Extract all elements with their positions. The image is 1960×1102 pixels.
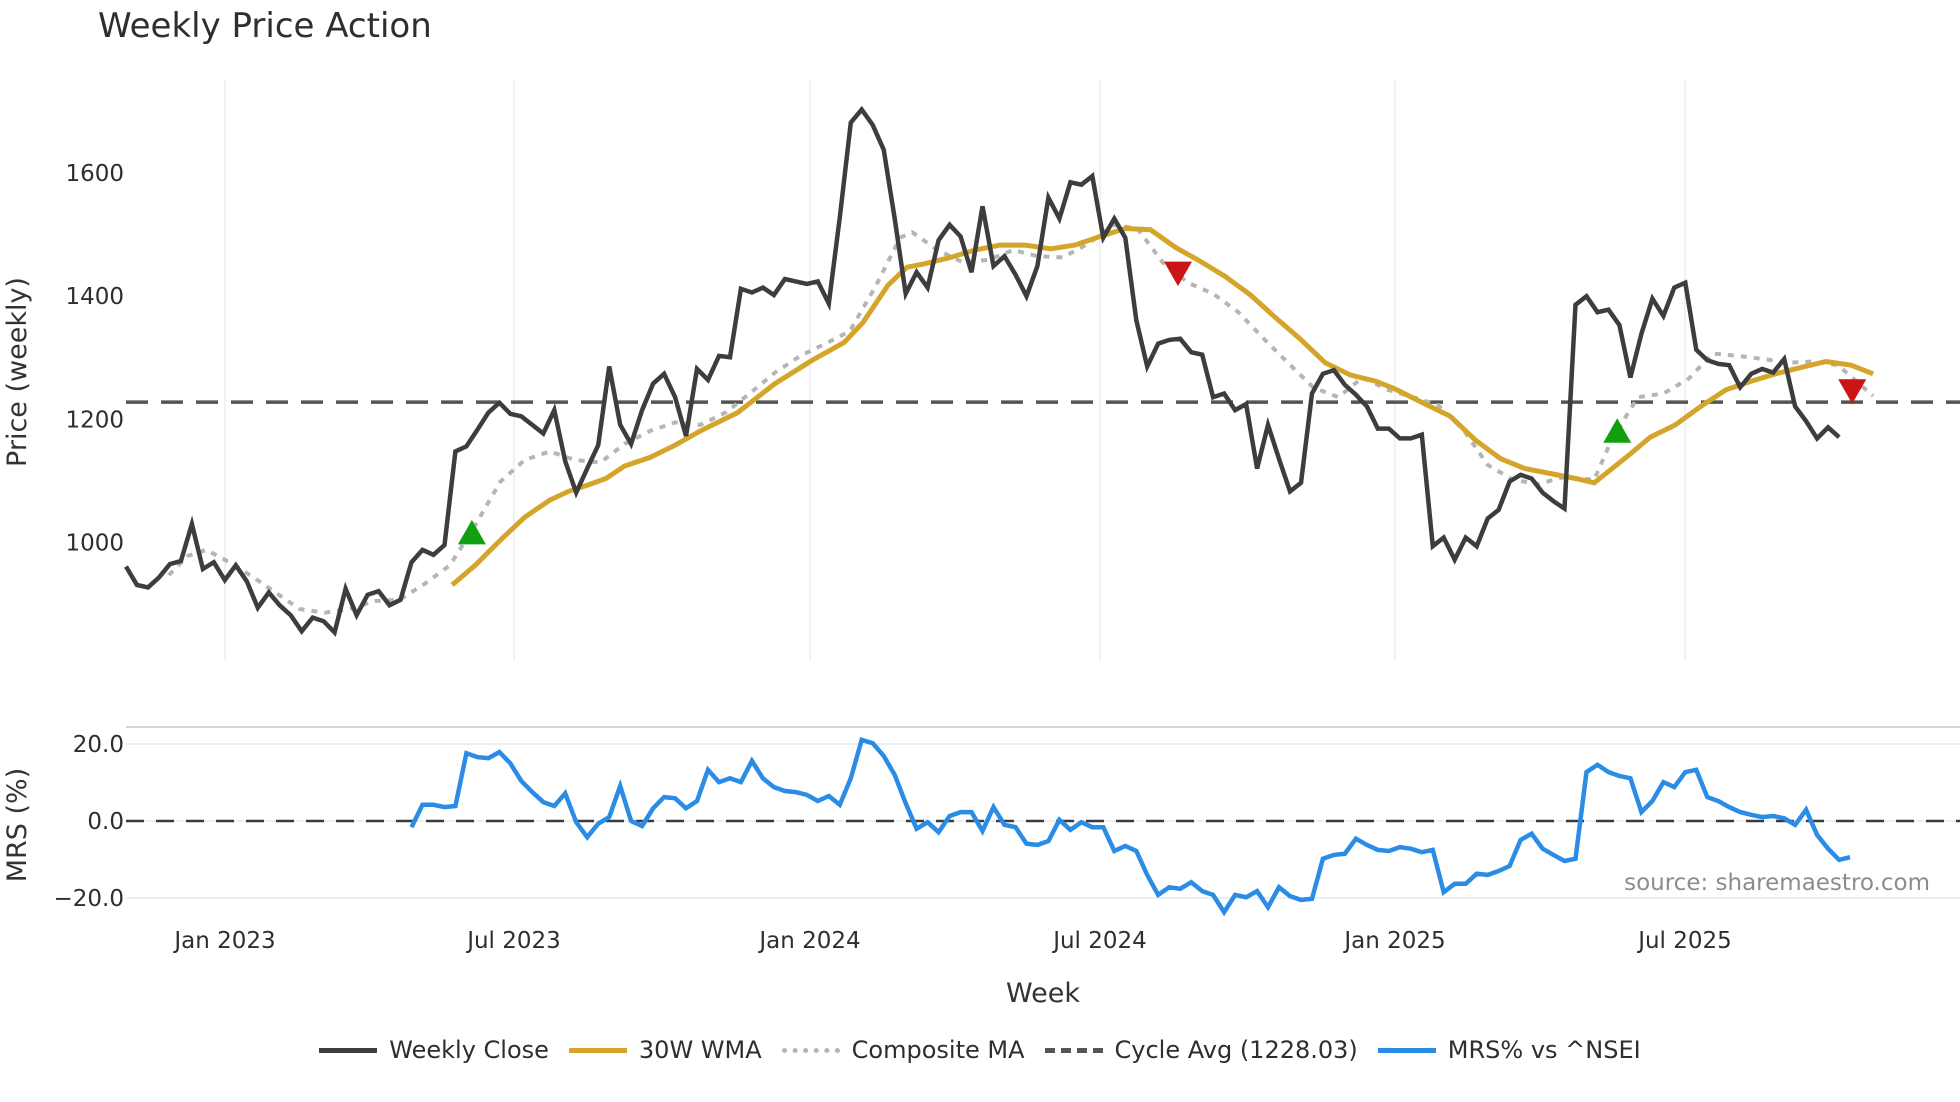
y-tick-label: 1400 xyxy=(65,284,124,310)
source-note: source: sharemaestro.com xyxy=(1624,870,1930,896)
mrs-swatch-icon xyxy=(1377,1047,1436,1053)
signal-markers xyxy=(457,261,1867,545)
mrs-y-ticks: −20.0 0.0 20.0 xyxy=(54,732,124,912)
legend-item-wma[interactable]: 30W WMA xyxy=(568,1036,762,1064)
x-tick-labels: Jan 2023 Jul 2023 Jan 2024 Jul 2024 Jan 2025… xyxy=(172,928,1731,954)
legend-label: Cycle Avg (1228.03) xyxy=(1114,1036,1358,1064)
sell-signal-triangle-down-icon xyxy=(1163,261,1192,287)
legend-item-weekly-close[interactable]: Weekly Close xyxy=(319,1036,549,1064)
weekly-close-line xyxy=(124,105,1841,637)
y-tick-label: 1000 xyxy=(65,531,124,557)
x-tick-label: Jul 2024 xyxy=(1051,928,1147,954)
mrs-line xyxy=(409,736,1851,917)
x-tick-label: Jul 2023 xyxy=(465,928,561,954)
buy-signal-triangle-up-icon xyxy=(1603,418,1632,443)
mrs-y-tick-label: 20.0 xyxy=(73,732,124,758)
legend-item-mrs[interactable]: MRS% vs ^NSEI xyxy=(1377,1036,1641,1064)
mrs-y-tick-label: 0.0 xyxy=(87,809,124,835)
y-tick-label: 1200 xyxy=(65,407,124,433)
legend: Weekly Close 30W WMA Composite MA Cycle … xyxy=(0,1036,1960,1064)
legend-label: MRS% vs ^NSEI xyxy=(1447,1036,1641,1064)
legend-label: 30W WMA xyxy=(638,1036,762,1064)
mrs-y-tick-label: −20.0 xyxy=(54,886,124,912)
legend-label: Weekly Close xyxy=(389,1036,549,1064)
buy-signal-triangle-up-icon xyxy=(457,519,486,545)
chart-title: Weekly Price Action xyxy=(98,6,432,46)
wma-line xyxy=(450,225,1875,587)
mrs-y-axis-label: MRS (%) xyxy=(2,768,33,883)
cycle-avg-swatch-icon xyxy=(1044,1047,1103,1053)
sell-signal-triangle-down-icon xyxy=(1838,379,1867,404)
composite-swatch-icon xyxy=(781,1047,840,1053)
weekly-close-swatch-icon xyxy=(319,1047,378,1053)
wma-swatch-icon xyxy=(568,1047,627,1053)
x-axis-label: Week xyxy=(1006,978,1080,1009)
x-gridlines xyxy=(224,80,1686,660)
legend-item-composite[interactable]: Composite MA xyxy=(781,1036,1025,1064)
x-tick-label: Jan 2025 xyxy=(1342,928,1445,954)
x-tick-label: Jul 2025 xyxy=(1636,928,1732,954)
price-y-axis-label: Price (weekly) xyxy=(2,277,33,467)
x-tick-label: Jan 2023 xyxy=(172,928,275,954)
legend-label: Composite MA xyxy=(851,1036,1025,1064)
legend-item-cycle-avg[interactable]: Cycle Avg (1228.03) xyxy=(1044,1036,1358,1064)
x-tick-label: Jan 2024 xyxy=(757,928,860,954)
price-y-ticks: 1000 1200 1400 1600 xyxy=(65,161,124,556)
y-tick-label: 1600 xyxy=(65,161,124,187)
